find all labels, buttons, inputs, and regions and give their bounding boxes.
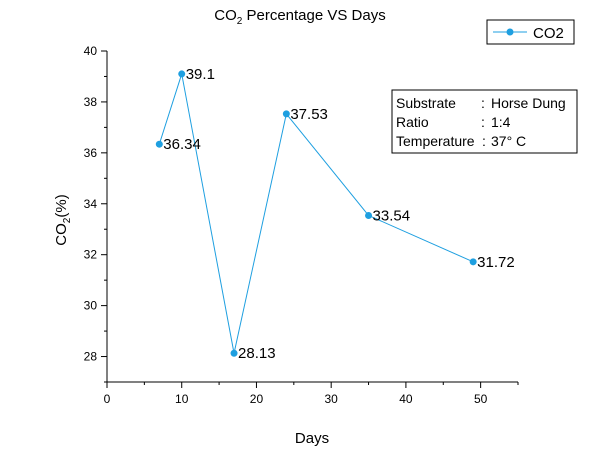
chart-title: CO2 Percentage VS Days <box>214 7 385 27</box>
data-label: 33.54 <box>373 207 411 224</box>
y-tick-label: 34 <box>84 197 98 211</box>
y-tick-label: 28 <box>84 350 98 364</box>
y-axis-label-subscript: 2 <box>62 217 73 223</box>
info-box: Substrate : Horse Dung Ratio : 1:4 Tempe… <box>391 89 578 154</box>
data-label: 31.72 <box>477 254 515 271</box>
data-point <box>178 70 186 78</box>
info-temperature-value: 37° C <box>491 133 526 149</box>
series-co2: 36.34 39.1 28.13 37.53 33.54 31.72 <box>155 66 515 362</box>
legend: CO2 <box>486 19 575 45</box>
info-ratio-value: 1:4 <box>491 114 511 130</box>
x-tick-label: 40 <box>399 392 413 406</box>
info-substrate-key: Substrate <box>396 95 456 111</box>
y-tick-label: 38 <box>84 95 98 109</box>
series-line <box>158 73 474 354</box>
x-axis-label: Days <box>295 430 329 447</box>
data-point <box>469 258 477 266</box>
chart-title-subscript: 2 <box>237 16 243 27</box>
data-point <box>155 140 163 148</box>
legend-label-co2: CO2 <box>533 25 564 42</box>
y-axis-label-rest: (%) <box>53 194 70 217</box>
data-label: 28.13 <box>238 345 276 362</box>
data-point <box>230 349 238 357</box>
data-label: 39.1 <box>186 66 215 83</box>
axes <box>106 51 518 383</box>
y-axis-label: CO2(%) <box>53 194 73 245</box>
data-label: 36.34 <box>163 136 201 153</box>
y-axis-ticks: 28 30 32 34 36 38 40 <box>84 44 107 383</box>
chart-title-main: CO <box>214 7 237 24</box>
data-label: 37.53 <box>290 106 328 123</box>
legend-box <box>486 19 575 45</box>
info-substrate-value: Horse Dung <box>491 95 566 111</box>
data-point <box>282 110 290 118</box>
x-tick-label: 30 <box>325 392 339 406</box>
data-point <box>365 211 373 219</box>
y-axis-label-main: CO <box>53 223 70 246</box>
info-box-frame <box>391 89 578 154</box>
x-tick-label: 0 <box>104 392 111 406</box>
x-tick-label: 50 <box>474 392 488 406</box>
y-tick-label: 30 <box>84 299 98 313</box>
info-ratio-sep: : <box>481 114 485 130</box>
x-tick-label: 10 <box>175 392 189 406</box>
y-tick-label: 32 <box>84 248 98 262</box>
legend-marker <box>506 28 514 36</box>
x-tick-label: 20 <box>250 392 264 406</box>
info-ratio-key: Ratio <box>396 114 429 130</box>
info-substrate-sep: : <box>481 95 485 111</box>
info-temperature-sep: : <box>482 133 486 149</box>
info-temperature-key: Temperature <box>396 133 475 149</box>
y-tick-label: 40 <box>84 44 98 58</box>
y-tick-label: 36 <box>84 146 98 160</box>
chart-title-rest: Percentage VS Days <box>242 7 385 24</box>
x-axis-ticks: 0 10 20 30 40 50 <box>104 382 519 406</box>
